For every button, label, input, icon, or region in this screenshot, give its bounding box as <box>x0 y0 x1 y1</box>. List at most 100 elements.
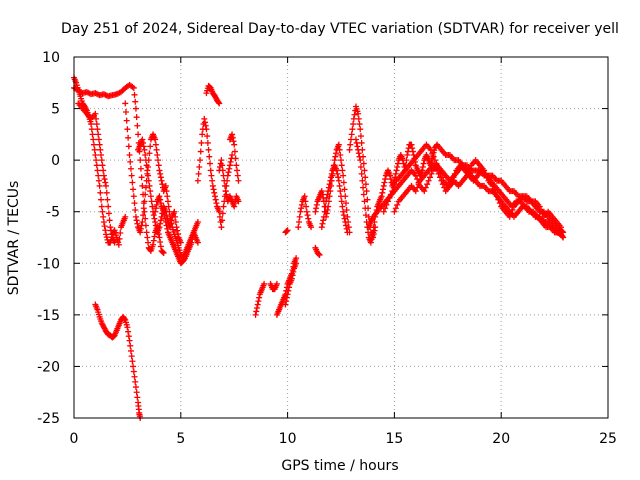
data-point <box>153 201 160 208</box>
data-point <box>101 176 108 183</box>
data-point <box>340 179 347 186</box>
data-point <box>409 145 416 152</box>
data-point <box>127 158 134 165</box>
data-point <box>431 157 438 164</box>
data-point <box>231 203 238 210</box>
data-point <box>347 141 354 148</box>
data-point <box>493 193 500 200</box>
data-point <box>425 177 432 184</box>
data-point <box>362 174 369 181</box>
data-point <box>340 212 347 219</box>
data-point <box>509 206 516 213</box>
data-point <box>336 146 343 153</box>
data-point <box>393 167 400 174</box>
data-point <box>343 225 350 232</box>
data-point <box>135 131 142 138</box>
data-point <box>359 177 366 184</box>
data-point <box>323 194 330 201</box>
data-point <box>122 100 129 107</box>
data-point <box>139 136 146 143</box>
data-point <box>304 212 311 219</box>
data-point <box>147 193 154 200</box>
data-point <box>93 121 100 128</box>
data-point <box>131 373 138 380</box>
data-point <box>482 170 489 177</box>
data-point <box>380 208 387 215</box>
data-point <box>96 182 103 189</box>
data-point <box>150 237 157 244</box>
data-point <box>134 394 141 401</box>
data-point <box>321 208 328 215</box>
data-point <box>235 177 242 184</box>
data-point <box>231 141 238 148</box>
data-point <box>102 179 109 186</box>
x-tick-label: 5 <box>176 431 185 447</box>
data-point <box>202 122 209 129</box>
data-point <box>495 196 502 203</box>
data-point <box>125 328 132 335</box>
data-point <box>97 189 104 196</box>
data-point <box>116 235 123 242</box>
data-point <box>352 136 359 143</box>
data-point <box>339 203 346 210</box>
axis-ticks <box>73 56 609 419</box>
data-point <box>218 224 225 231</box>
data-point <box>142 157 149 164</box>
data-point <box>133 389 140 396</box>
data-point <box>465 169 472 176</box>
data-point <box>142 184 149 191</box>
data-point <box>357 164 364 171</box>
data-point <box>152 136 159 143</box>
y-tick-label: -20 <box>37 359 60 375</box>
data-point <box>363 188 370 195</box>
data-point <box>283 227 290 234</box>
data-point <box>342 219 349 226</box>
data-point <box>151 233 158 240</box>
data-point <box>387 176 394 183</box>
data-point <box>357 126 364 133</box>
data-point <box>313 201 320 208</box>
data-point <box>226 162 233 169</box>
data-point <box>93 162 100 169</box>
data-point <box>318 188 325 195</box>
data-point <box>349 126 356 133</box>
data-point <box>536 203 543 210</box>
data-point <box>496 200 503 207</box>
data-point <box>206 160 213 167</box>
data-point <box>103 231 110 238</box>
data-point <box>194 177 201 184</box>
data-point <box>354 143 361 150</box>
data-point <box>325 184 332 191</box>
data-point <box>481 167 488 174</box>
data-point <box>137 165 144 172</box>
data-point <box>160 249 167 256</box>
data-point <box>194 239 201 246</box>
data-point <box>273 280 280 287</box>
x-tick-label: 10 <box>279 431 297 447</box>
data-point <box>492 189 499 196</box>
data-point <box>436 174 443 181</box>
data-point <box>346 146 353 153</box>
data-point <box>211 193 218 200</box>
data-point <box>141 208 148 215</box>
x-tick-labels: 0 5 10 15 20 25 <box>70 431 617 447</box>
data-point <box>155 157 162 164</box>
data-point <box>328 174 335 181</box>
data-point <box>318 224 325 231</box>
data-point <box>421 188 428 195</box>
data-point <box>98 157 105 164</box>
data-point <box>199 131 206 138</box>
data-point <box>387 172 394 179</box>
data-point <box>368 236 375 243</box>
data-point <box>143 162 150 169</box>
data-point <box>93 157 100 164</box>
data-point <box>172 213 179 220</box>
data-point <box>202 119 209 126</box>
data-point <box>293 255 300 262</box>
data-point <box>152 141 159 148</box>
data-point <box>435 170 442 177</box>
data-point <box>380 182 387 189</box>
data-point <box>336 182 343 189</box>
x-tick-label: 0 <box>70 431 79 447</box>
